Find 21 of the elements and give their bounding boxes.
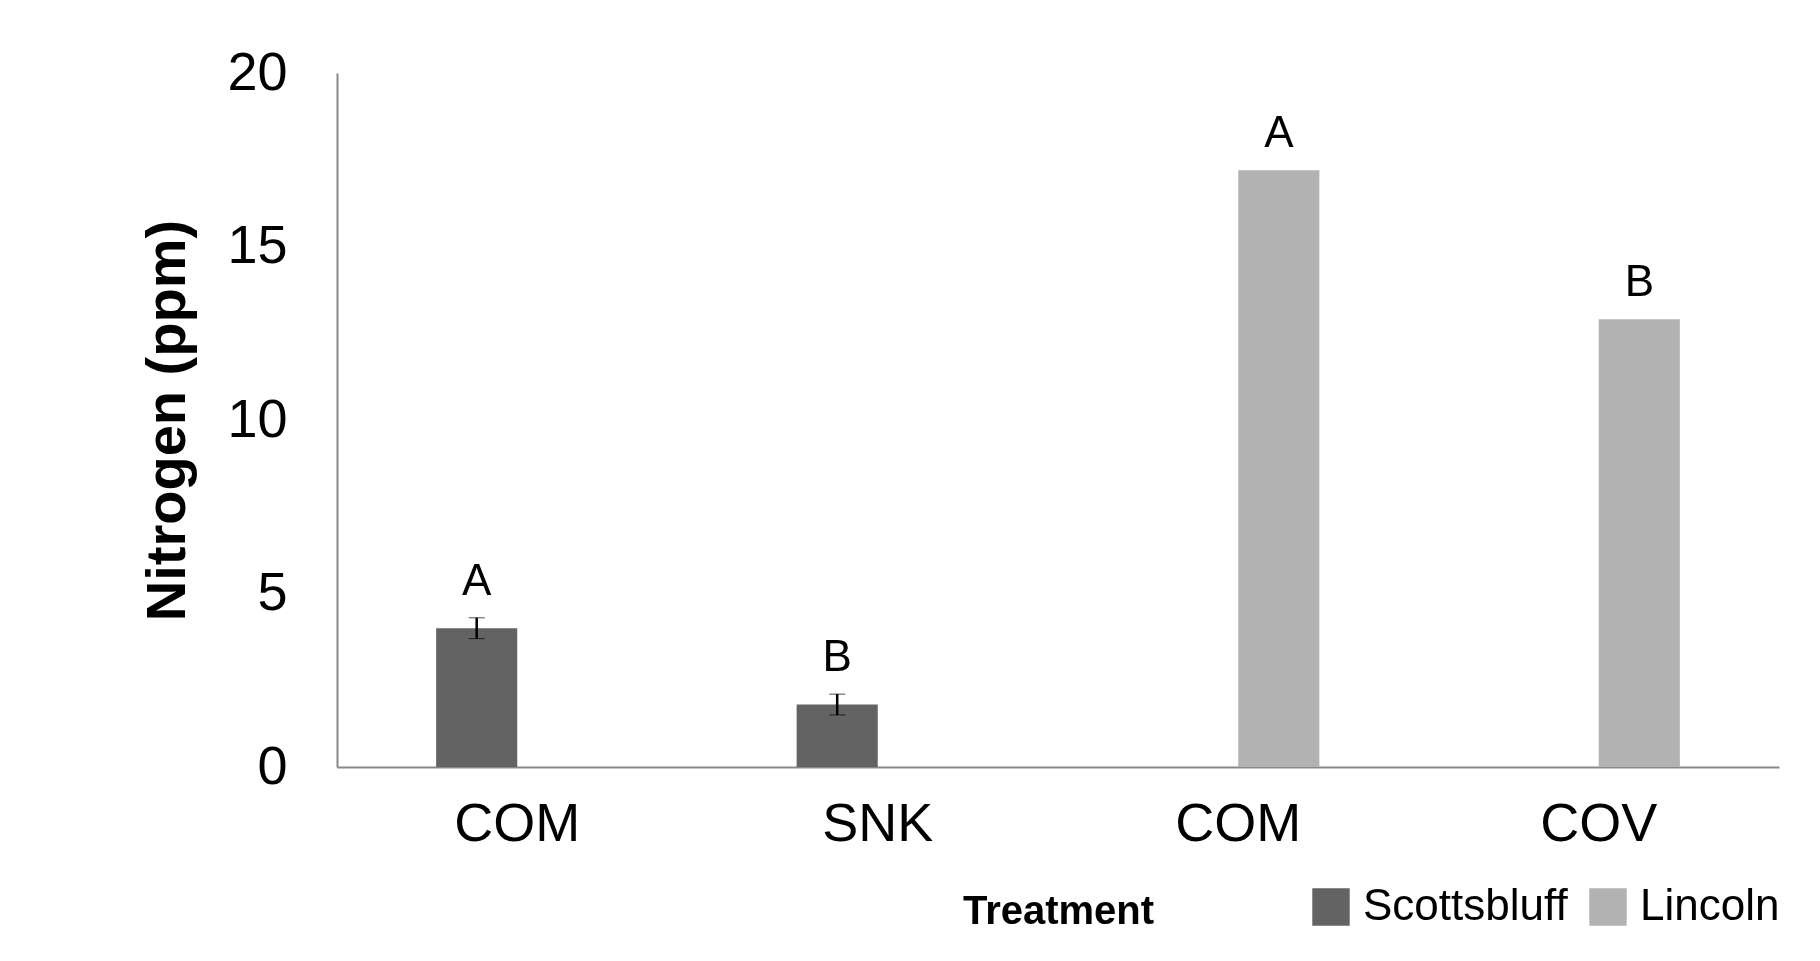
y-tick-label: 15 [227, 214, 288, 274]
x-tick-label: COM [454, 791, 581, 852]
x-tick-label: SNK [822, 791, 934, 852]
y-tick-label: 5 [257, 561, 288, 621]
y-tick-label: 10 [227, 387, 288, 448]
y-tick-label: 0 [257, 734, 288, 795]
y-axis-title: Nitrogen (ppm) [134, 219, 198, 622]
legend-label: Scottsbluff [1363, 880, 1569, 929]
annotation: A [1264, 107, 1295, 157]
bar [1598, 319, 1680, 767]
annotation: A [462, 554, 493, 604]
annotation: B [1624, 256, 1654, 306]
x-tick-label: COV [1540, 791, 1658, 852]
x-axis-title: Treatment [962, 887, 1155, 932]
bar [436, 628, 518, 767]
bar [1238, 170, 1320, 767]
x-tick-label: COM [1175, 791, 1302, 852]
annotation: B [822, 631, 852, 681]
legend-label: Lincoln [1640, 880, 1780, 929]
y-tick-label: 20 [227, 40, 288, 101]
bar [796, 704, 878, 767]
